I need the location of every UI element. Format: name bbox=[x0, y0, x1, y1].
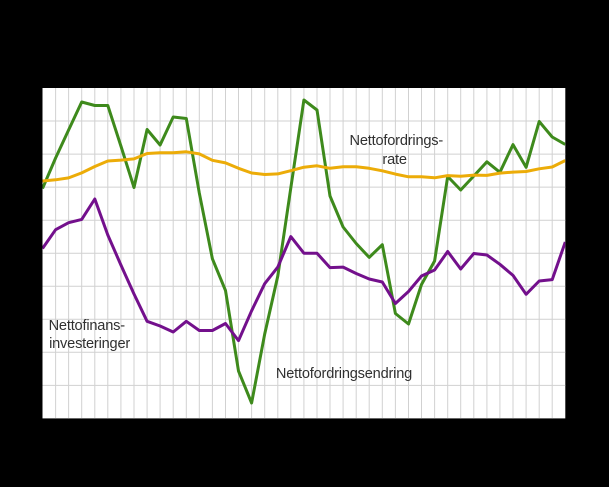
svg-text:investeringer: investeringer bbox=[49, 336, 130, 352]
svg-text:Nettofinans-: Nettofinans- bbox=[49, 318, 126, 334]
svg-text:Nettofordrings-: Nettofordrings- bbox=[350, 133, 444, 149]
svg-text:Nettofordringsendring: Nettofordringsendring bbox=[276, 366, 412, 382]
svg-text:rate: rate bbox=[382, 152, 406, 168]
